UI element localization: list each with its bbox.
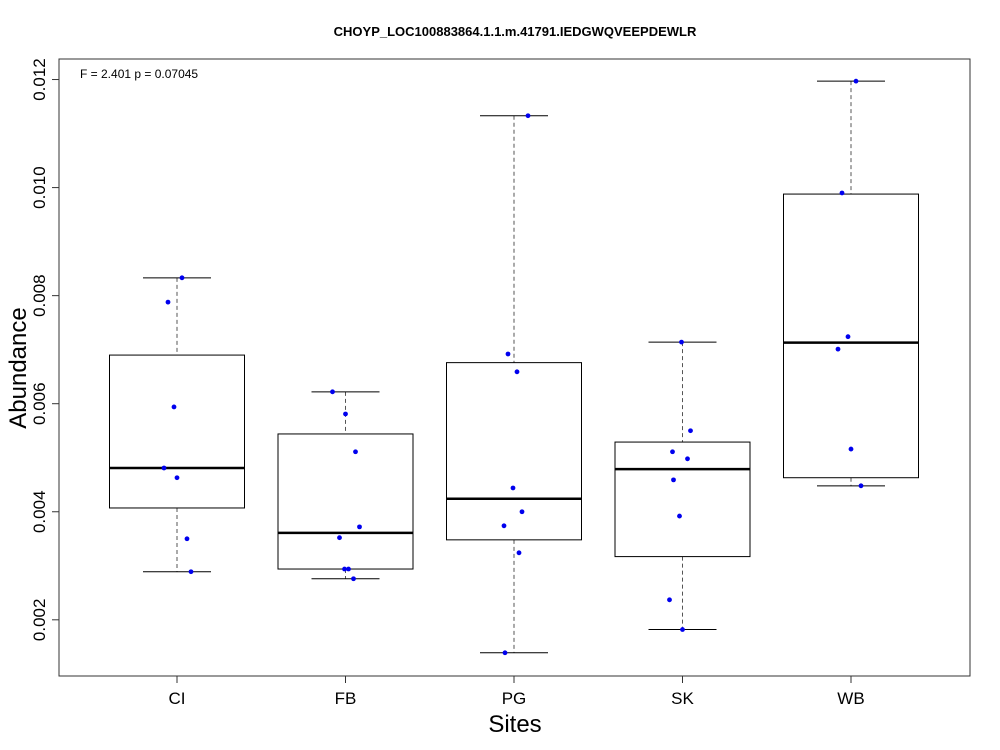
data-point: [845, 334, 851, 340]
data-point: [342, 566, 347, 572]
data-point: [839, 190, 845, 196]
data-point: [501, 523, 507, 529]
x-tick-label: PG: [502, 689, 527, 708]
iqr-box: [109, 354, 245, 509]
data-point: [351, 576, 356, 582]
data-point: [343, 411, 348, 417]
y-tick-label: 0.002: [30, 599, 49, 642]
data-point: [174, 475, 180, 481]
data-point: [171, 404, 177, 410]
data-point: [502, 650, 508, 656]
x-tick-label: SK: [671, 689, 694, 708]
y-tick-label: 0.004: [30, 490, 49, 533]
data-point: [680, 627, 685, 632]
data-point: [165, 299, 171, 305]
chart-title: CHOYP_LOC100883864.1.1.m.41791.IEDGWQVEE…: [334, 24, 697, 39]
data-point: [514, 369, 520, 375]
data-point: [337, 535, 342, 541]
data-point: [685, 456, 690, 462]
boxes: [109, 78, 919, 656]
data-point: [188, 569, 194, 575]
data-point: [858, 483, 864, 489]
data-point: [677, 513, 682, 519]
box-fb: [277, 389, 414, 582]
x-tick-label: FB: [335, 689, 357, 708]
stats-annotation: F = 2.401 p = 0.07045: [80, 67, 198, 81]
data-point: [353, 449, 358, 455]
data-point: [184, 536, 190, 542]
data-point: [671, 477, 676, 483]
data-point: [346, 566, 351, 572]
data-point: [179, 275, 185, 281]
y-tick-label: 0.006: [30, 382, 49, 425]
y-tick-label: 0.008: [30, 274, 49, 317]
data-point: [357, 524, 362, 530]
data-point: [853, 78, 859, 84]
x-axis-label: Sites: [488, 711, 541, 738]
box-wb: [783, 78, 919, 489]
y-axis: 0.002 0.004 0.006 0.008 0.010 0.012: [30, 58, 59, 641]
data-point: [679, 339, 684, 345]
data-point: [667, 597, 672, 603]
iqr-box: [614, 441, 751, 558]
data-point: [525, 113, 531, 119]
data-point: [835, 346, 841, 352]
data-point: [330, 389, 335, 395]
box-sk: [614, 339, 751, 632]
y-axis-label: Abundance: [5, 307, 32, 428]
data-point: [848, 446, 854, 452]
x-axis: CI FB PG SK WB: [169, 676, 865, 708]
data-point: [688, 428, 693, 434]
data-point: [519, 509, 525, 515]
x-tick-label: WB: [837, 689, 864, 708]
box-ci: [109, 275, 245, 575]
iqr-box: [277, 433, 414, 570]
box-pg: [446, 113, 582, 656]
data-point: [670, 449, 675, 455]
y-tick-label: 0.010: [30, 166, 49, 209]
data-point: [510, 485, 516, 491]
data-point: [516, 550, 522, 556]
data-point: [161, 465, 167, 471]
iqr-box: [446, 362, 582, 541]
data-point: [505, 351, 511, 357]
x-tick-label: CI: [169, 689, 186, 708]
iqr-box: [783, 193, 919, 479]
y-tick-label: 0.012: [30, 58, 49, 101]
